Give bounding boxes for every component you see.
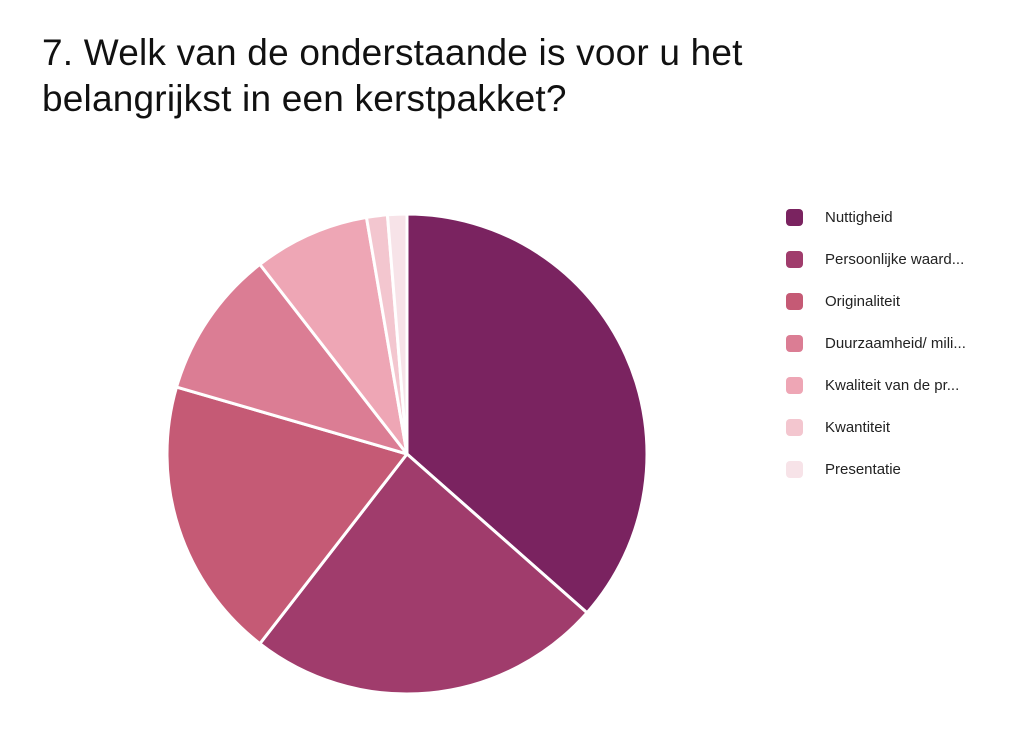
- pie-slice-4: [175, 262, 409, 456]
- chart-legend: Nuttigheid Persoonlijke waard... Originali…: [786, 207, 1006, 501]
- legend-swatch: [786, 293, 803, 310]
- legend-swatch: [786, 209, 803, 226]
- legend-item: Kwaliteit van de pr...: [786, 375, 1006, 417]
- legend-swatch: [786, 419, 803, 436]
- pie-slice-5: [258, 215, 409, 456]
- legend-label: Duurzaamheid/ mili...: [825, 335, 966, 352]
- pie-slice-1: [405, 212, 649, 615]
- legend-item: Originaliteit: [786, 291, 1006, 333]
- legend-swatch: [786, 377, 803, 394]
- legend-label: Presentatie: [825, 461, 901, 478]
- legend-item: Duurzaamheid/ mili...: [786, 333, 1006, 375]
- legend-swatch: [786, 461, 803, 478]
- legend-label: Originaliteit: [825, 293, 901, 310]
- legend-label: Persoonlijke waard...: [825, 251, 965, 268]
- legend-item: Kwantiteit: [786, 417, 1006, 459]
- legend-item: Presentatie: [786, 459, 1006, 501]
- legend-swatch: [786, 251, 803, 268]
- legend-swatch: [786, 335, 803, 352]
- legend-item: Nuttigheid: [786, 207, 1006, 249]
- chart-title: 7. Welk van de onderstaande is voor u he…: [42, 32, 743, 119]
- legend-item: Persoonlijke waard...: [786, 249, 1006, 291]
- pie-slice-3: [165, 385, 409, 646]
- pie-slice-7: [385, 212, 409, 456]
- legend-label: Kwaliteit van de pr...: [825, 377, 960, 394]
- legend-label: Nuttigheid: [825, 209, 893, 226]
- pie-slice-2: [258, 452, 589, 696]
- legend-label: Kwantiteit: [825, 419, 891, 436]
